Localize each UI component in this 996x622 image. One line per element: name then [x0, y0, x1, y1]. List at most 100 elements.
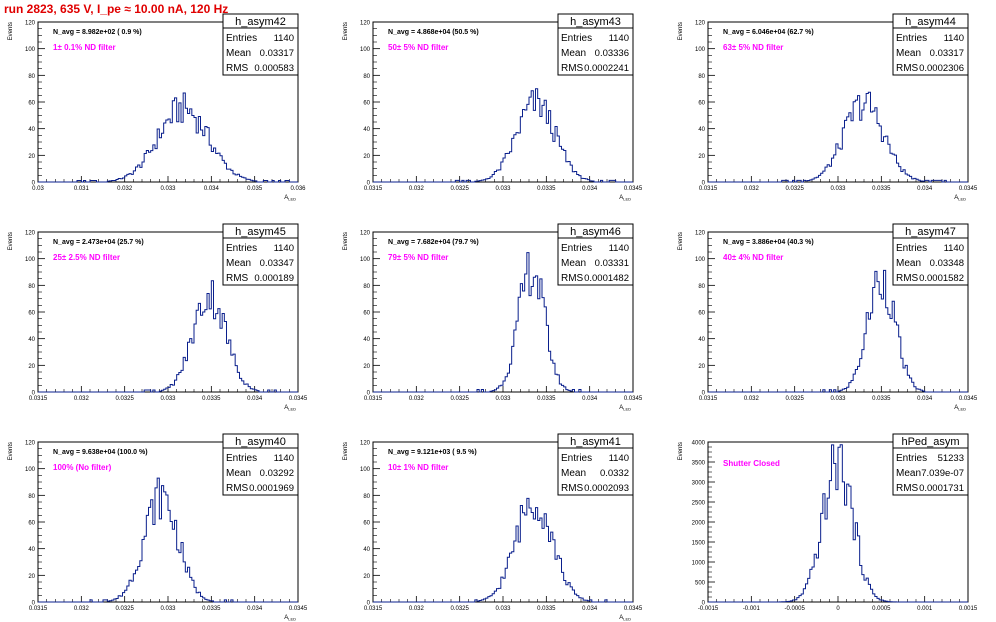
x-tick-label: 0.033 — [830, 186, 846, 192]
panel-h_asym44: 0 20 40 60 80 100 120 0.0315 0.032 0.0325 0.033 0.0… — [678, 13, 978, 202]
histogram-name: h_asym46 — [570, 226, 621, 238]
filter-annotation: 63± 5% ND filter — [723, 43, 783, 52]
y-tick-label: 2000 — [692, 521, 706, 527]
y-tick-label: 3500 — [692, 461, 706, 467]
y-tick-label: 100 — [695, 47, 706, 53]
y-axis-title: Events — [8, 22, 14, 40]
x-tick-label: 0.0315 — [364, 186, 383, 192]
histogram-line — [373, 88, 633, 183]
x-tick-label: 0.034 — [582, 396, 598, 402]
x-tick-label: 0.0315 — [364, 606, 383, 612]
y-tick-label: 60 — [28, 311, 35, 317]
stats-label: Entries — [896, 453, 927, 464]
y-tick-label: 0 — [702, 181, 706, 187]
x-tick-label: 0.032 — [744, 396, 760, 402]
y-tick-label: 80 — [28, 284, 35, 290]
x-tick-label: 0.0345 — [289, 606, 308, 612]
panel-h_asym40: 0 20 40 60 80 100 120 0.0315 0.032 0.0325 0.033 0.0… — [8, 433, 308, 622]
stats-label: RMS — [226, 63, 249, 74]
x-tick-label: 0.0315 — [699, 186, 718, 192]
y-tick-label: 120 — [695, 21, 706, 27]
x-tick-label: 0.032 — [409, 606, 425, 612]
x-tick-label: 0.032 — [744, 186, 760, 192]
y-tick-label: 1000 — [692, 561, 706, 567]
histogram-name: h_asym47 — [905, 226, 956, 238]
stats-label: Mean — [561, 48, 586, 59]
x-axis-title: ALED — [284, 195, 296, 202]
y-tick-label: 100 — [25, 467, 36, 473]
stats-label: Mean — [226, 48, 251, 59]
y-tick-label: 80 — [28, 74, 35, 80]
x-tick-label: 0.033 — [495, 606, 511, 612]
y-tick-label: 60 — [698, 311, 705, 317]
histogram-line — [708, 91, 968, 183]
histogram-line — [373, 252, 633, 393]
stats-value: 1140 — [609, 453, 629, 464]
y-tick-label: 100 — [360, 467, 371, 473]
stats-value: 1140 — [274, 243, 294, 254]
stats-label: Entries — [561, 453, 592, 464]
y-tick-label: 0 — [32, 391, 36, 397]
y-tick-label: 0 — [32, 601, 36, 607]
stats-box — [222, 223, 299, 286]
stats-value: 0.0002306 — [919, 63, 964, 74]
y-tick-label: 60 — [28, 521, 35, 527]
stats-value: 0.0001582 — [919, 273, 964, 284]
stats-label: Mean — [226, 468, 251, 479]
y-tick-label: 60 — [363, 311, 370, 317]
histogram-name: h_asym45 — [235, 226, 286, 238]
stats-label: RMS — [561, 483, 584, 494]
stats-value: 1140 — [609, 33, 629, 44]
x-tick-label: -0.0005 — [784, 606, 805, 612]
stats-value: 1140 — [944, 243, 964, 254]
x-tick-label: 0.032 — [409, 396, 425, 402]
stats-value: 0.03317 — [930, 48, 964, 59]
histogram-line — [708, 444, 968, 603]
x-tick-label: 0.033 — [495, 396, 511, 402]
y-tick-label: 20 — [28, 364, 35, 370]
stats-box — [892, 223, 969, 286]
x-tick-label: 0.0325 — [450, 186, 469, 192]
x-axis-title: ALED — [619, 195, 631, 202]
y-tick-label: 100 — [25, 47, 36, 53]
y-tick-label: 40 — [28, 547, 35, 553]
x-tick-label: 0.036 — [290, 186, 306, 192]
x-tick-label: 0.032 — [74, 396, 90, 402]
stats-value: 1140 — [609, 243, 629, 254]
x-tick-label: 0.0335 — [537, 186, 556, 192]
x-tick-label: 0.033 — [160, 396, 176, 402]
y-tick-label: 60 — [698, 101, 705, 107]
x-axis-title: ALED — [284, 405, 296, 412]
stats-box — [892, 433, 969, 496]
x-tick-label: 0.033 — [160, 606, 176, 612]
y-tick-label: 80 — [363, 74, 370, 80]
stats-label: Mean — [561, 468, 586, 479]
y-tick-label: 60 — [363, 521, 370, 527]
stats-value: 0.03336 — [595, 48, 629, 59]
y-tick-label: 40 — [363, 337, 370, 343]
stats-label: Entries — [561, 33, 592, 44]
y-tick-label: 100 — [360, 47, 371, 53]
x-tick-label: 0.0315 — [29, 606, 48, 612]
stats-label: Mean — [896, 48, 921, 59]
y-tick-label: 80 — [28, 494, 35, 500]
x-tick-label: 0.0335 — [537, 396, 556, 402]
x-tick-label: 0.0325 — [785, 186, 804, 192]
y-tick-label: 0 — [367, 181, 371, 187]
x-tick-label: 0.0325 — [785, 396, 804, 402]
histogram-name: h_asym41 — [570, 436, 621, 448]
x-tick-label: 0.034 — [247, 606, 263, 612]
stats-value: 0.0001731 — [919, 483, 964, 494]
y-tick-label: 0 — [32, 181, 36, 187]
y-tick-label: 40 — [698, 337, 705, 343]
stats-value: 1140 — [274, 453, 294, 464]
x-tick-label: 0.0345 — [959, 186, 978, 192]
stats-label: RMS — [896, 483, 919, 494]
x-tick-label: 0.034 — [247, 396, 263, 402]
y-tick-label: 60 — [28, 101, 35, 107]
y-tick-label: 80 — [698, 74, 705, 80]
y-axis-title: Events — [343, 22, 349, 40]
stats-label: Entries — [896, 33, 927, 44]
histogram-name: hPed_asym — [901, 436, 959, 448]
